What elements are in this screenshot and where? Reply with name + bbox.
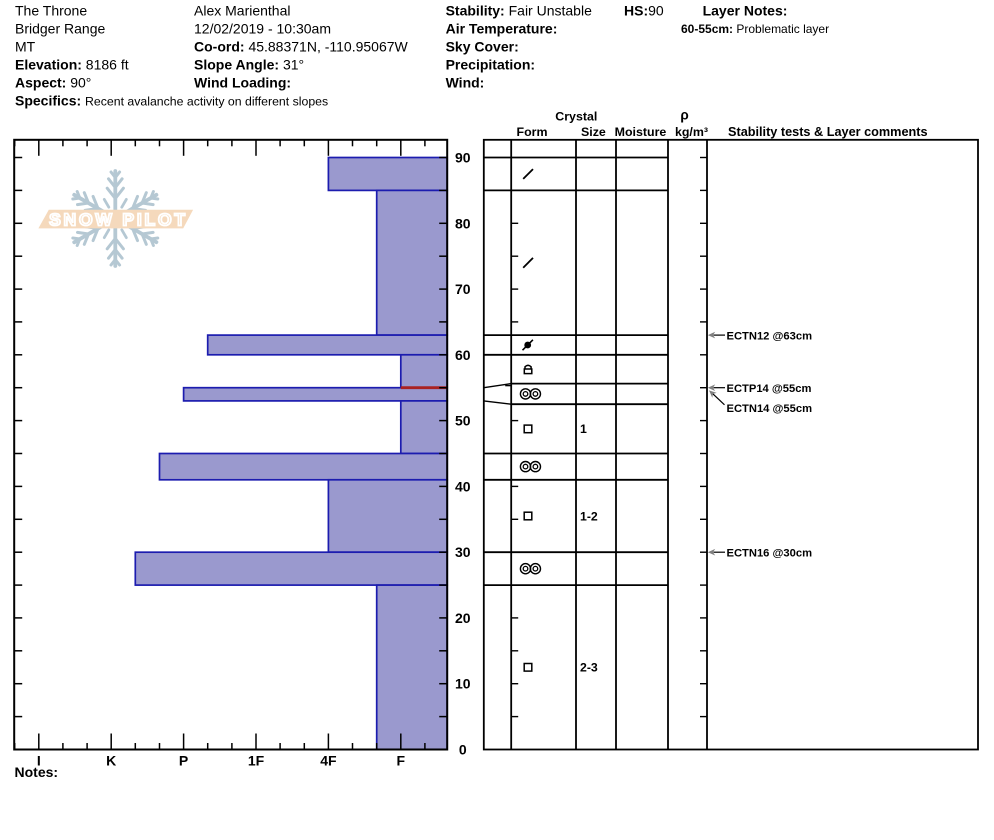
svg-text:Specifics: Recent avalanche ac: Specifics: Recent avalanche activity on … <box>15 93 328 109</box>
svg-text:ρ: ρ <box>680 107 688 122</box>
svg-text:Precipitation:: Precipitation: <box>446 57 535 73</box>
svg-text:20: 20 <box>455 610 471 626</box>
svg-text:Aspect: 90°: Aspect: 90° <box>15 75 91 91</box>
svg-text:Air Temperature:: Air Temperature: <box>446 21 558 37</box>
svg-text:2-3: 2-3 <box>580 661 598 675</box>
svg-text:40: 40 <box>455 478 471 494</box>
svg-text:30: 30 <box>455 544 471 560</box>
svg-text:4F: 4F <box>320 753 337 769</box>
svg-text:MT: MT <box>15 39 36 55</box>
svg-text:Co-ord: 45.88371N, -110.95067W: Co-ord: 45.88371N, -110.95067W <box>194 39 409 55</box>
svg-text:Layer Notes:: Layer Notes: <box>703 3 788 19</box>
svg-text:0: 0 <box>459 742 467 758</box>
svg-text:Bridger Range: Bridger Range <box>15 21 105 37</box>
svg-text:60: 60 <box>455 347 471 363</box>
svg-text:kg/m³: kg/m³ <box>675 125 708 139</box>
svg-text:90: 90 <box>455 150 471 166</box>
svg-text:60-55cm: Problematic layer: 60-55cm: Problematic layer <box>681 22 829 36</box>
svg-text:I: I <box>37 753 41 769</box>
svg-text:Notes:: Notes: <box>15 764 59 780</box>
svg-text:HS:90: HS:90 <box>624 3 664 19</box>
svg-text:80: 80 <box>455 215 471 231</box>
svg-text:Wind:: Wind: <box>446 75 485 91</box>
svg-text:50: 50 <box>455 413 471 429</box>
svg-text:ECTN14 @55cm: ECTN14 @55cm <box>727 403 813 415</box>
svg-text:1-2: 1-2 <box>580 509 598 523</box>
svg-text:Slope Angle: 31°: Slope Angle: 31° <box>194 57 304 73</box>
svg-text:P: P <box>179 753 188 769</box>
svg-text:ECTN12 @63cm: ECTN12 @63cm <box>727 330 813 342</box>
svg-text:70: 70 <box>455 281 471 297</box>
svg-text:Stability tests & Layer commen: Stability tests & Layer comments <box>728 125 928 139</box>
svg-text:ECTP14 @55cm: ECTP14 @55cm <box>727 383 812 395</box>
svg-text:ECTN16 @30cm: ECTN16 @30cm <box>727 547 813 559</box>
svg-text:Wind Loading:: Wind Loading: <box>194 75 291 91</box>
svg-text:Form: Form <box>517 125 548 139</box>
svg-text:Stability: Fair Unstable: Stability: Fair Unstable <box>446 3 592 19</box>
svg-text:1: 1 <box>580 422 587 436</box>
svg-text:Elevation: 8186 ft: Elevation: 8186 ft <box>15 57 129 73</box>
svg-text:Moisture: Moisture <box>615 125 667 139</box>
svg-text:The Throne: The Throne <box>15 3 87 19</box>
svg-text:F: F <box>397 753 406 769</box>
svg-text:Sky Cover:: Sky Cover: <box>446 39 519 55</box>
svg-text:Size: Size <box>581 125 606 139</box>
svg-text:Alex Marienthal: Alex Marienthal <box>194 3 291 19</box>
svg-text:1F: 1F <box>248 753 265 769</box>
svg-text:10: 10 <box>455 676 471 692</box>
svg-text:12/02/2019 - 10:30am: 12/02/2019 - 10:30am <box>194 21 331 37</box>
svg-text:Crystal: Crystal <box>555 109 597 123</box>
svg-text:SNOW PILOT: SNOW PILOT <box>49 210 188 230</box>
svg-text:K: K <box>106 753 116 769</box>
